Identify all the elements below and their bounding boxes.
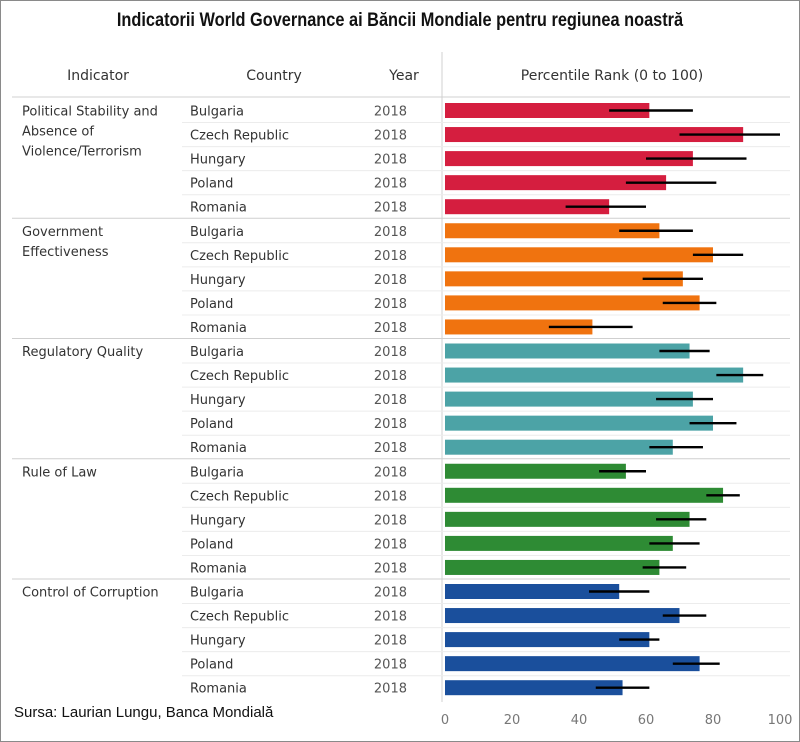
country-label: Romania: [190, 682, 247, 697]
year-label: 2018: [374, 586, 407, 601]
indicator-label: Violence/Terrorism: [22, 145, 142, 160]
year-label: 2018: [374, 201, 407, 216]
country-label: Romania: [190, 201, 247, 216]
country-label: Poland: [190, 537, 233, 552]
country-label: Hungary: [190, 634, 246, 649]
bar: [445, 511, 690, 527]
country-label: Czech Republic: [190, 249, 289, 264]
bar: [445, 680, 623, 696]
indicator-label: Government: [22, 225, 103, 240]
source-note: Sursa: Laurian Lungu, Banca Mondială: [14, 704, 274, 721]
year-label: 2018: [374, 177, 407, 192]
country-label: Romania: [190, 321, 247, 336]
year-label: 2018: [374, 273, 407, 288]
bar: [445, 559, 660, 575]
x-tick-label: 60: [638, 713, 655, 728]
x-tick-label: 20: [504, 713, 521, 728]
year-label: 2018: [374, 610, 407, 625]
bar: [445, 319, 593, 335]
year-label: 2018: [374, 658, 407, 673]
bar: [445, 535, 673, 551]
year-label: 2018: [374, 489, 407, 504]
indicator-label: Effectiveness: [22, 245, 109, 260]
indicator-label: Control of Corruption: [22, 586, 159, 601]
country-label: Hungary: [190, 273, 246, 288]
country-label: Bulgaria: [190, 345, 244, 360]
chart-title: Indicatorii World Governance ai Băncii M…: [116, 10, 684, 31]
bar: [445, 343, 690, 359]
country-label: Romania: [190, 561, 247, 576]
bar: [445, 271, 683, 287]
bar: [445, 103, 650, 118]
bar: [445, 223, 660, 239]
x-tick-label: 100: [768, 713, 793, 728]
bar: [445, 632, 650, 648]
bar: [445, 656, 700, 672]
year-label: 2018: [374, 393, 407, 408]
year-label: 2018: [374, 153, 407, 168]
country-label: Romania: [190, 441, 247, 456]
indicator-label: Rule of Law: [22, 465, 97, 480]
bar: [445, 151, 693, 167]
bar: [445, 415, 713, 431]
country-label: Czech Republic: [190, 489, 289, 504]
year-label: 2018: [374, 129, 407, 144]
x-tick-label: 40: [571, 713, 588, 728]
country-label: Poland: [190, 417, 233, 432]
bar: [445, 367, 744, 383]
indicator-label: Regulatory Quality: [22, 345, 143, 360]
header-year: Year: [388, 68, 419, 84]
year-label: 2018: [374, 297, 407, 312]
year-label: 2018: [374, 513, 407, 528]
year-label: 2018: [374, 345, 407, 360]
year-label: 2018: [374, 105, 407, 120]
country-label: Bulgaria: [190, 225, 244, 240]
year-label: 2018: [374, 682, 407, 697]
country-label: Poland: [190, 297, 233, 312]
indicator-label: Absence of: [22, 125, 94, 140]
country-label: Bulgaria: [190, 105, 244, 120]
year-label: 2018: [374, 537, 407, 552]
year-label: 2018: [374, 321, 407, 336]
header-percentile-rank: Percentile Rank (0 to 100): [521, 68, 703, 84]
country-label: Hungary: [190, 393, 246, 408]
year-label: 2018: [374, 465, 407, 480]
bar: [445, 487, 724, 503]
bar: [445, 391, 693, 407]
country-label: Czech Republic: [190, 129, 289, 144]
bar: [445, 199, 610, 215]
year-label: 2018: [374, 441, 407, 456]
header-country: Country: [246, 68, 302, 84]
bar: [445, 584, 620, 599]
bar: [445, 608, 680, 624]
header-indicator: Indicator: [67, 68, 129, 84]
country-label: Poland: [190, 177, 233, 192]
bar: [445, 439, 673, 455]
country-label: Czech Republic: [190, 369, 289, 384]
year-label: 2018: [374, 225, 407, 240]
year-label: 2018: [374, 634, 407, 649]
country-label: Hungary: [190, 153, 246, 168]
year-label: 2018: [374, 561, 407, 576]
bar: [445, 247, 713, 263]
year-label: 2018: [374, 417, 407, 432]
country-label: Poland: [190, 658, 233, 673]
year-label: 2018: [374, 369, 407, 384]
bar: [445, 463, 626, 479]
year-label: 2018: [374, 249, 407, 264]
country-label: Bulgaria: [190, 586, 244, 601]
x-tick-label: 0: [441, 713, 449, 728]
bar: [445, 175, 667, 191]
country-label: Czech Republic: [190, 610, 289, 625]
country-label: Hungary: [190, 513, 246, 528]
bar: [445, 295, 700, 311]
country-label: Bulgaria: [190, 465, 244, 480]
indicator-label: Political Stability and: [22, 105, 158, 120]
x-tick-label: 80: [705, 713, 722, 728]
bar: [445, 127, 744, 143]
